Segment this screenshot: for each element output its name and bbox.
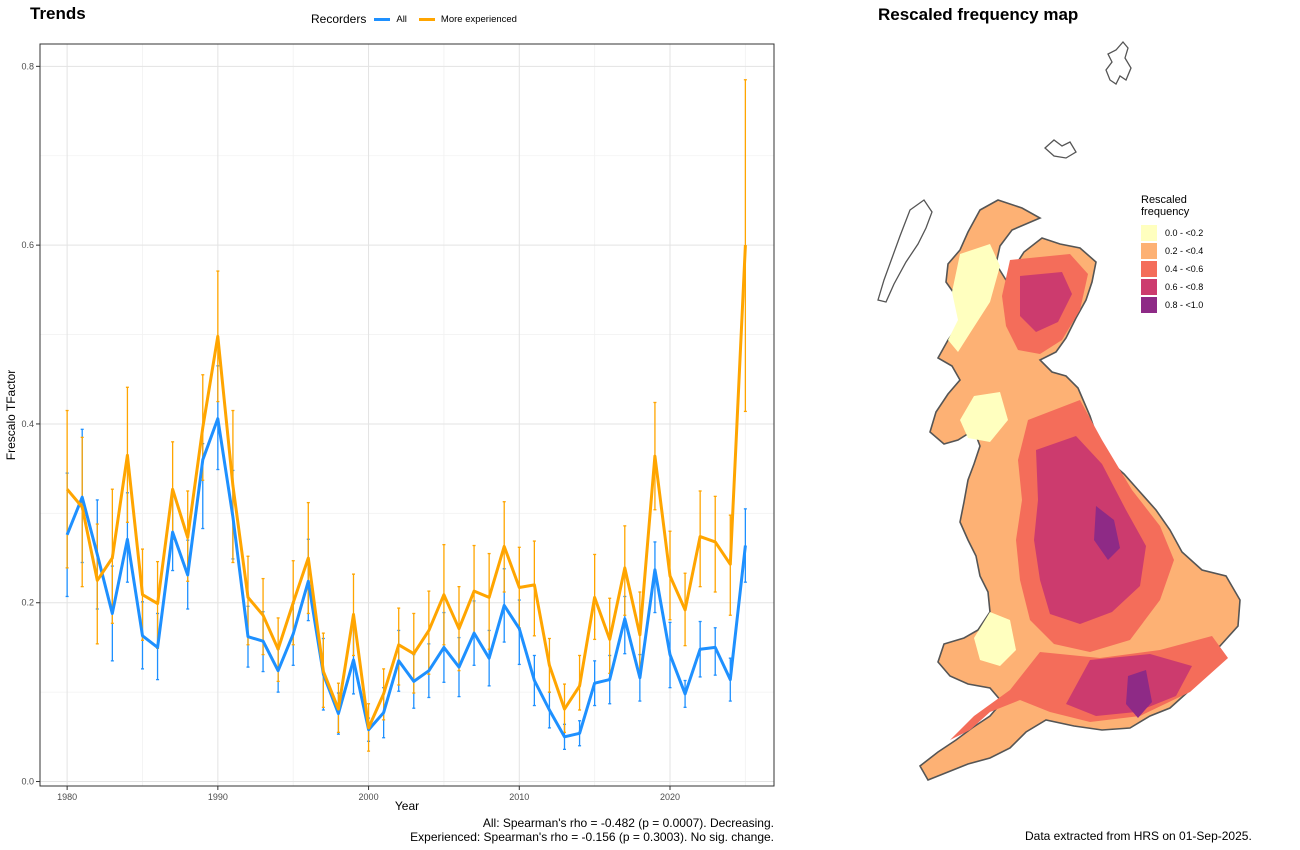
map-legend-swatch bbox=[1141, 243, 1157, 259]
y-axis-label: Frescalo TFactor bbox=[4, 370, 18, 460]
map-zone-very-high-pennines bbox=[1094, 506, 1120, 560]
map-legend-swatch bbox=[1141, 279, 1157, 295]
y-tick-label: 0.2 bbox=[21, 598, 34, 608]
series-line-experienced bbox=[65, 245, 747, 730]
map-legend-label: 0.4 - <0.6 bbox=[1165, 264, 1204, 274]
map-legend-label: 0.0 - <0.2 bbox=[1165, 228, 1204, 238]
western-isles bbox=[877, 199, 933, 303]
stats-line-all: All: Spearman's rho = -0.482 (p = 0.0007… bbox=[482, 816, 774, 830]
map-legend-swatch bbox=[1141, 225, 1157, 241]
legend-title: Recorders bbox=[311, 12, 367, 26]
axis-layer: 0.0 0.2 0.4 0.6 0.8 1980 1990 2000 2010 2020 bbox=[21, 61, 680, 802]
legend-key-all bbox=[374, 17, 391, 21]
map-zone-low-wales bbox=[974, 612, 1016, 666]
series-layer bbox=[65, 79, 747, 752]
map-title: Rescaled frequency map bbox=[878, 5, 1079, 24]
trend-statistics: All: Spearman's rho = -0.482 (p = 0.0007… bbox=[410, 816, 774, 844]
y-tick-label: 0.6 bbox=[21, 240, 34, 250]
legend-label-experienced: More experienced bbox=[440, 13, 517, 25]
stats-line-experienced: Experienced: Spearman's rho = -0.156 (p … bbox=[410, 830, 774, 844]
x-tick-label: 2020 bbox=[660, 792, 680, 802]
map-zone-low-highlands bbox=[948, 244, 1000, 352]
frequency-map bbox=[877, 40, 1241, 782]
trends-title: Trends bbox=[30, 4, 86, 23]
x-axis-label: Year bbox=[395, 799, 419, 813]
map-legend-bin: 0.8 - <1.0 bbox=[1141, 296, 1203, 314]
trend-chart: 0.0 0.2 0.4 0.6 0.8 1980 1990 2000 2010 2020 Year… bbox=[4, 43, 775, 813]
x-tick-label: 2010 bbox=[509, 792, 529, 802]
map-legend: Rescaled frequency 0.0 - <0.2 0.2 - <0.4… bbox=[1141, 194, 1203, 314]
map-legend-title: Rescaled frequency bbox=[1141, 194, 1203, 218]
chart-legend: Recorders All More experienced bbox=[311, 12, 527, 26]
series-line-all bbox=[65, 417, 747, 739]
source-note: Data extracted from HRS on 01-Sep-2025. bbox=[1025, 829, 1252, 843]
map-legend-label: 0.8 - <1.0 bbox=[1165, 300, 1204, 310]
x-tick-label: 1990 bbox=[208, 792, 228, 802]
grid-lines bbox=[40, 44, 774, 786]
map-legend-label: 0.6 - <0.8 bbox=[1165, 282, 1204, 292]
y-tick-label: 0.4 bbox=[21, 419, 34, 429]
x-tick-label: 1980 bbox=[57, 792, 77, 802]
plot-panel-border bbox=[39, 43, 775, 787]
legend-label-all: All bbox=[396, 13, 407, 25]
shetland-islands bbox=[1105, 40, 1132, 85]
y-tick-label: 0.8 bbox=[21, 61, 34, 71]
map-legend-bin: 0.2 - <0.4 bbox=[1141, 242, 1203, 260]
map-zone-high-england bbox=[1034, 436, 1146, 624]
map-legend-bin: 0.4 - <0.6 bbox=[1141, 260, 1203, 278]
legend-key-experienced bbox=[418, 17, 435, 21]
map-legend-title-line1: Rescaled bbox=[1141, 194, 1187, 206]
map-zone-very-high-south bbox=[1126, 670, 1152, 718]
y-tick-label: 0.0 bbox=[21, 777, 34, 787]
map-legend-bin: 0.6 - <0.8 bbox=[1141, 278, 1203, 296]
orkney-islands bbox=[1044, 139, 1077, 159]
map-zone-low-southwest-scotland bbox=[960, 392, 1008, 442]
map-legend-bin: 0.0 - <0.2 bbox=[1141, 224, 1203, 242]
map-legend-swatch bbox=[1141, 261, 1157, 277]
map-zone-high-scotland bbox=[1020, 272, 1072, 332]
map-legend-swatch bbox=[1141, 297, 1157, 313]
map-legend-label: 0.2 - <0.4 bbox=[1165, 246, 1204, 256]
x-tick-label: 2000 bbox=[359, 792, 379, 802]
map-legend-title-line2: frequency bbox=[1141, 206, 1190, 218]
